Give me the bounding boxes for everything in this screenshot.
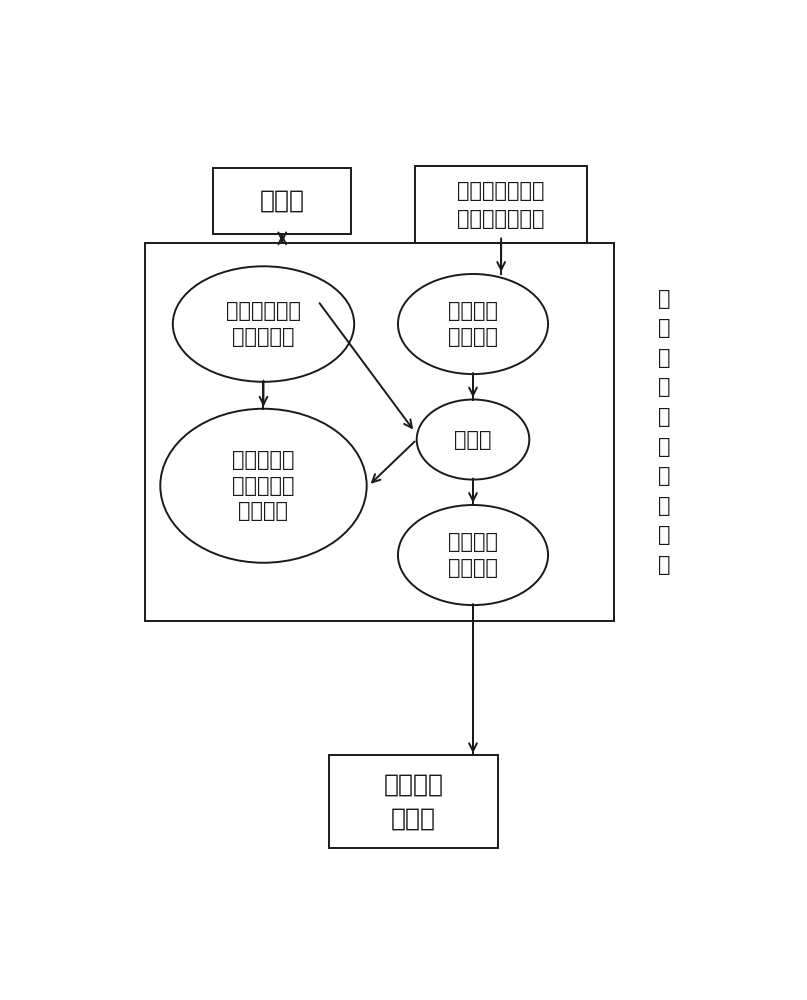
Text: 同
步
过
零
检
测
控
制
单
元: 同 步 过 零 检 测 控 制 单 元	[658, 289, 670, 575]
Ellipse shape	[398, 274, 548, 374]
Text: 电压及电流
时间参考点
检测电路: 电压及电流 时间参考点 检测电路	[232, 450, 295, 521]
Ellipse shape	[398, 505, 548, 605]
Ellipse shape	[173, 266, 354, 382]
Bar	[415, 166, 587, 243]
Text: 控制命令
输入接口: 控制命令 输入接口	[448, 301, 498, 347]
Ellipse shape	[161, 409, 366, 563]
Text: 投入或者切除电
容器的控制信号: 投入或者切除电 容器的控制信号	[458, 181, 545, 229]
Text: 控制命令
输出接口: 控制命令 输出接口	[448, 532, 498, 578]
Bar	[144, 243, 614, 620]
Bar	[329, 755, 498, 848]
Text: 主电路: 主电路	[260, 189, 305, 213]
Bar	[213, 168, 351, 234]
Text: 低压真空
接触器: 低压真空 接触器	[383, 773, 444, 830]
Ellipse shape	[416, 400, 529, 480]
Text: 电压及电流过
零采样电路: 电压及电流过 零采样电路	[226, 301, 301, 347]
Text: 单片机: 单片机	[454, 430, 491, 450]
